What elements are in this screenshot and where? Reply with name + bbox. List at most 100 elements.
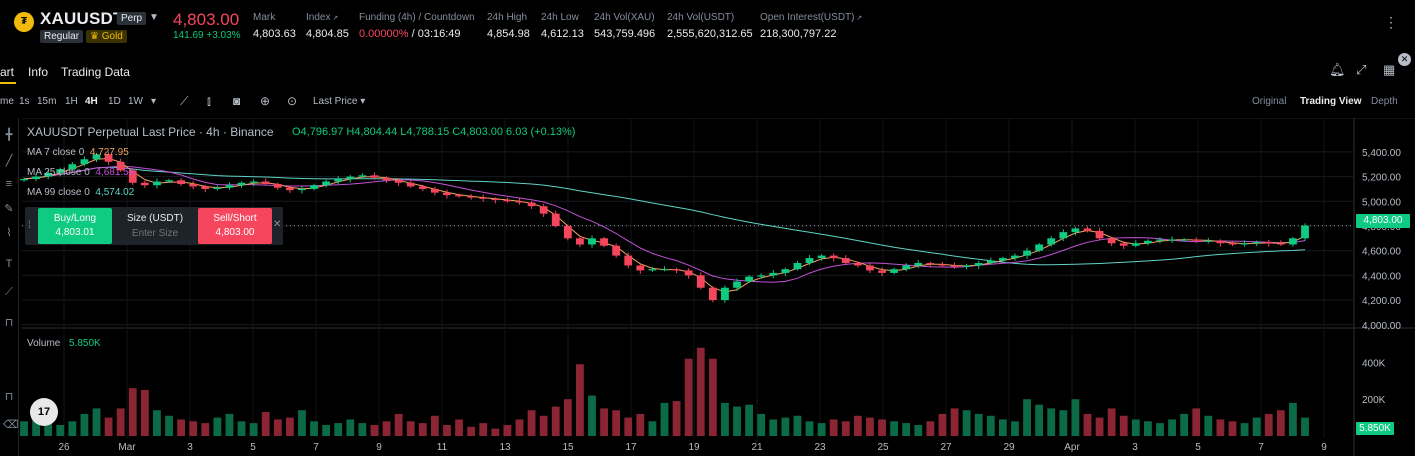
candle-body (515, 201, 524, 203)
volume-bar (153, 410, 161, 436)
candle-body (1071, 228, 1080, 233)
volume-bar (418, 423, 427, 436)
camera-icon[interactable]: ◙ (233, 94, 241, 108)
settings-icon[interactable]: ⊙ (287, 94, 298, 108)
candle-body (201, 186, 210, 189)
candle-body (998, 258, 1007, 261)
buy-long-button[interactable]: Buy/Long 4,803.01 (38, 208, 112, 244)
cursor-icon[interactable]: ╋ (5, 129, 13, 141)
tab-info[interactable]: Info (28, 65, 49, 79)
trendline-icon[interactable]: ╱ (5, 155, 13, 167)
perp-badge: Perp (117, 12, 147, 25)
candle-body (467, 196, 476, 198)
symbol-name[interactable]: XAUUSDT (40, 9, 124, 28)
volume-bar (1240, 423, 1249, 436)
price-type-select[interactable]: Last Price ▾ (313, 96, 366, 107)
volume-bar (805, 421, 814, 436)
interval-15m[interactable]: 15m (37, 96, 57, 107)
index-value: 4,804.85 (306, 28, 349, 40)
fib-icon[interactable]: ≡ (5, 178, 13, 190)
view-trading-view[interactable]: Trading View (1300, 96, 1362, 107)
ma25-legend[interactable]: MA 25 close 0 4,681.58 (27, 167, 135, 178)
candle-body (1083, 228, 1092, 231)
candle-body (563, 225, 572, 239)
trash-icon[interactable]: ⌫ (3, 419, 19, 431)
time-tick-label: 15 (562, 442, 574, 453)
ruler-icon[interactable]: ⟋ (5, 286, 13, 298)
time-tick-label: 23 (814, 442, 826, 453)
candle-body (1180, 239, 1189, 241)
candle-body (926, 263, 935, 265)
volume-bar (696, 347, 705, 436)
view-original[interactable]: Original (1252, 96, 1287, 107)
open-interest-label[interactable]: Open Interest(USDT) ↗ (760, 12, 863, 23)
time-tick-label: 3 (1132, 442, 1138, 453)
size-input[interactable] (117, 228, 193, 239)
volume-bar (491, 428, 500, 436)
candle-body (1276, 243, 1285, 245)
interval-4h[interactable]: 4H (85, 96, 98, 107)
pattern-icon[interactable]: ⌇ (6, 227, 12, 239)
volume-bar (1228, 421, 1237, 436)
volume-value: 5.850K (69, 338, 101, 349)
candle-body (443, 192, 451, 196)
tradingview-logo[interactable]: 17 (30, 398, 58, 426)
interval-1d[interactable]: 1D (108, 96, 121, 107)
volume-bar (310, 421, 318, 436)
candle-body (80, 159, 89, 165)
index-label[interactable]: Index ↗ (306, 12, 339, 23)
price-axis[interactable]: 5,400.005,200.005,000.004,800.004,600.00… (1362, 148, 1401, 406)
volume-bar (612, 410, 621, 436)
interval-time[interactable]: me (0, 96, 14, 107)
volume-bar (322, 424, 331, 436)
bell-icon[interactable]: 🔔︎ (1329, 62, 1346, 77)
expand-icon[interactable]: ⤢ (1356, 62, 1367, 77)
brush-icon[interactable]: ✎ (4, 203, 14, 215)
candle-body (684, 270, 693, 276)
volume-bar (1301, 417, 1309, 436)
gold-crown-icon: ♛ (90, 31, 102, 42)
lock-icon[interactable]: ⊓ (4, 391, 14, 403)
close-icon[interactable]: ✕ (1398, 53, 1411, 66)
size-field[interactable]: Size (USDT) (114, 208, 196, 244)
volume-bar (793, 415, 802, 436)
tab-chart[interactable]: art (0, 65, 15, 79)
text-icon[interactable]: T (5, 258, 13, 270)
indicator-icon[interactable]: ⟋ (180, 94, 189, 108)
volume-bar (213, 417, 222, 436)
interval-1w[interactable]: 1W (128, 96, 143, 107)
time-axis[interactable]: 26 Mar 3 5 7 9 11 13 15 17 19 21 23 25 27 29 Apr 3 5 7 9 (58, 442, 1327, 453)
vol-usdt-label: 24h Vol(USDT) (667, 12, 735, 23)
sell-short-button[interactable]: Sell/Short 4,803.00 (198, 208, 272, 244)
candle-body (588, 238, 596, 245)
close-trade-panel-icon[interactable]: ✕ (273, 219, 282, 230)
volume-bar (370, 424, 379, 436)
interval-chevron-down-icon[interactable]: ▾ (151, 96, 157, 107)
add-icon[interactable]: ⊕ (260, 94, 271, 108)
price-chart[interactable]: 5,400.005,200.005,000.004,800.004,600.00… (0, 118, 1415, 456)
drag-handle-icon[interactable]: ⁞ (28, 220, 31, 231)
view-depth[interactable]: Depth (1371, 96, 1398, 107)
grid-layout-icon[interactable]: ▦ (1383, 62, 1396, 77)
funding-label: Funding (4h) / Countdown (359, 12, 475, 23)
volume-bar (708, 358, 717, 436)
chart-type-icon[interactable]: ⫾ (207, 94, 211, 108)
tab-trading-data[interactable]: Trading Data (61, 65, 130, 79)
interval-1s[interactable]: 1s (19, 96, 30, 107)
price-tick-label: 4,400.00 (1362, 271, 1401, 282)
symbol-chevron-down-icon[interactable]: ▼ (149, 12, 159, 23)
volume-bar (527, 410, 536, 436)
volume-bar (817, 423, 826, 436)
current-price-tag: 4,803.00 (1356, 214, 1410, 228)
ma99-legend[interactable]: MA 99 close 0 4,574.02 (27, 187, 135, 198)
more-menu-icon[interactable]: ⋮ (1384, 14, 1398, 30)
candle-body (902, 265, 911, 270)
high-value: 4,854.98 (487, 28, 530, 40)
interval-1h[interactable]: 1H (65, 96, 78, 107)
volume-bar (116, 408, 125, 436)
price-tick-label: 5,200.00 (1362, 173, 1401, 184)
candle-body (237, 182, 246, 186)
ma7-legend[interactable]: MA 7 close 0 4,727.95 (27, 147, 129, 158)
candle-body (177, 180, 186, 184)
magnet-icon[interactable]: ⊓ (4, 317, 14, 329)
